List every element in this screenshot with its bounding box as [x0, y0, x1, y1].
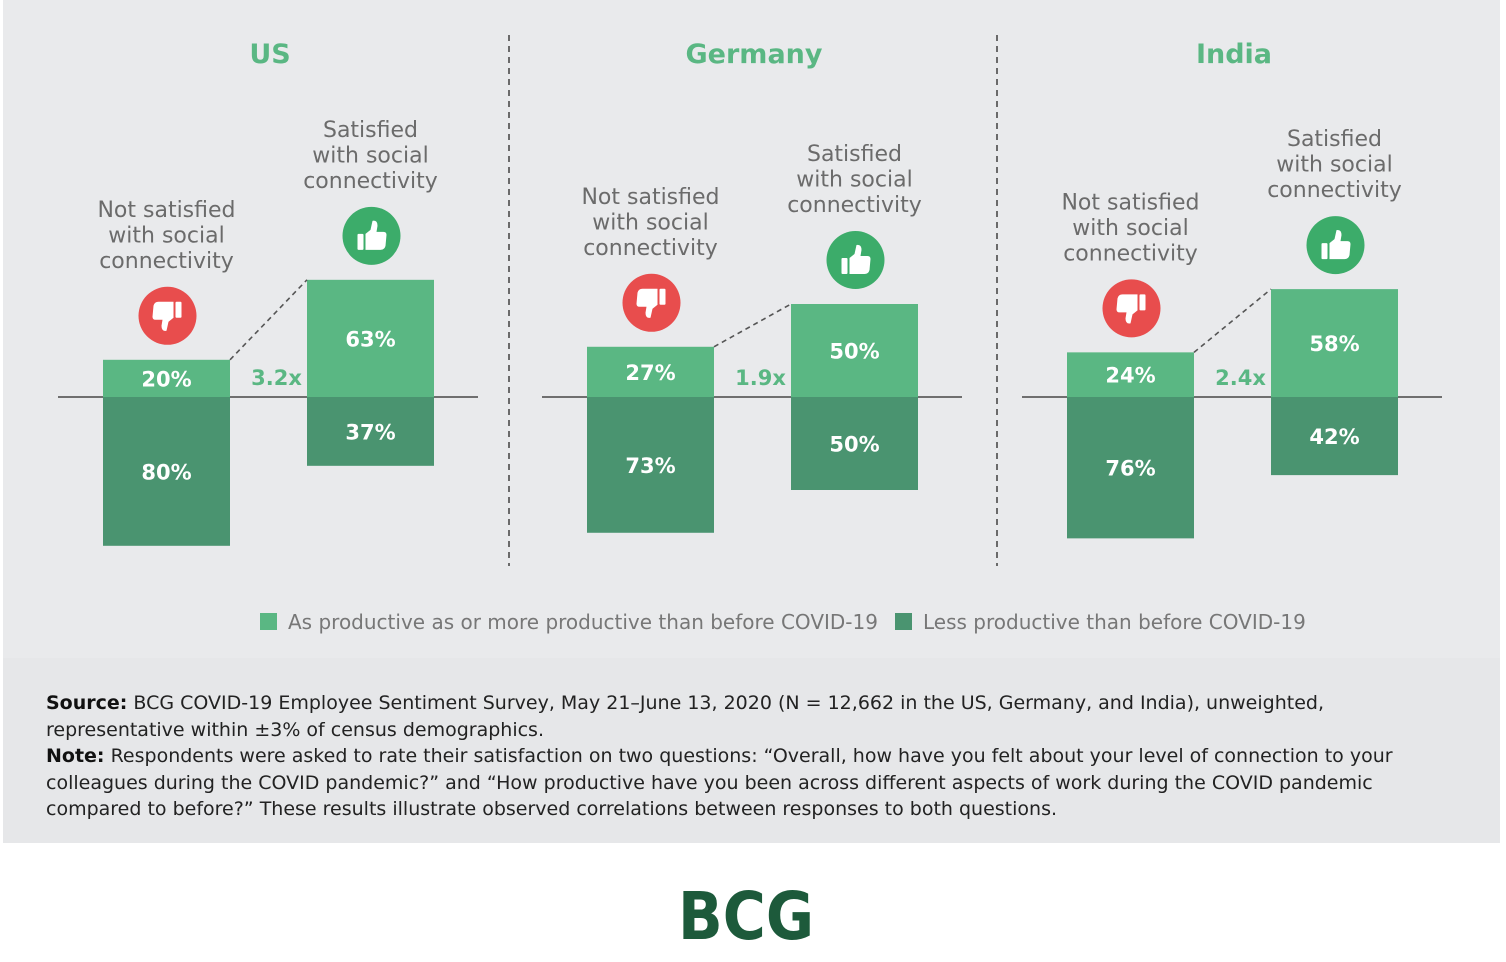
- source-notes: Source: BCG COVID-19 Employee Sentiment …: [46, 690, 1446, 823]
- group-label: with social: [1276, 153, 1392, 178]
- chart-panel: [3, 0, 1500, 658]
- source-line: Source: BCG COVID-19 Employee Sentiment …: [46, 690, 1446, 743]
- data-label-less-productive: 76%: [1105, 457, 1155, 481]
- thumbs-down-icon: [622, 273, 681, 332]
- group-label: with social: [1072, 216, 1188, 241]
- group-label: Satisfied: [1287, 127, 1382, 152]
- source-text: BCG COVID-19 Employee Sentiment Survey, …: [46, 692, 1324, 741]
- group-label: connectivity: [787, 193, 922, 218]
- data-label-less-productive: 37%: [345, 420, 395, 444]
- bar-productive: [1067, 352, 1194, 397]
- data-label-productive: 58%: [1309, 332, 1359, 356]
- group-label: connectivity: [303, 169, 438, 194]
- thumbs-up-icon: [826, 231, 885, 289]
- legend-label: As productive as or more productive than…: [288, 610, 878, 634]
- thumbs-down-icon: [1102, 279, 1161, 338]
- group-label: connectivity: [99, 249, 234, 274]
- group-label: with social: [796, 168, 912, 193]
- bcg-logo: BCG: [678, 884, 814, 944]
- bar-less-productive: [587, 397, 714, 533]
- note-label: Note:: [46, 745, 105, 767]
- bar-productive: [791, 304, 918, 397]
- bar-productive: [587, 346, 714, 397]
- data-label-productive: 63%: [345, 327, 395, 351]
- thumbs-up-icon: [342, 206, 401, 265]
- multiplier-label: 2.4x: [1215, 366, 1266, 390]
- data-label-less-productive: 42%: [1309, 425, 1359, 449]
- notes-panel: [3, 658, 1500, 843]
- source-label: Source:: [46, 692, 128, 714]
- data-label-less-productive: 80%: [141, 460, 191, 484]
- group-label: Not satisfied: [581, 185, 719, 210]
- note-text: Respondents were asked to rate their sat…: [46, 745, 1393, 820]
- bar-less-productive: [307, 397, 434, 466]
- panel-title: US: [249, 39, 290, 70]
- bar-productive: [103, 359, 230, 397]
- bar-productive: [1271, 289, 1398, 397]
- group-label: connectivity: [1267, 178, 1402, 203]
- bar-less-productive: [791, 397, 918, 490]
- multiplier-label: 3.2x: [251, 366, 302, 390]
- legend-swatch: [260, 613, 277, 630]
- thumbs-up-icon: [1306, 216, 1365, 275]
- multiplier-label: 1.9x: [735, 366, 786, 390]
- group-label: Not satisfied: [97, 198, 235, 223]
- thumbs-down-icon: [138, 286, 197, 345]
- panel-title: India: [1196, 39, 1272, 70]
- bar-less-productive: [1271, 397, 1398, 476]
- group-label: with social: [108, 223, 224, 248]
- bcg-logo-text: BCG: [678, 884, 814, 944]
- note-line: Note: Respondents were asked to rate the…: [46, 743, 1446, 823]
- group-label: connectivity: [583, 236, 718, 261]
- connector-line: [713, 303, 792, 348]
- group-label: Satisfied: [807, 142, 902, 167]
- data-label-less-productive: 73%: [625, 454, 675, 478]
- data-label-less-productive: 50%: [829, 433, 879, 457]
- bar-productive: [307, 279, 434, 397]
- legend-swatch: [895, 613, 912, 630]
- group-label: with social: [312, 143, 428, 168]
- connector-line: [1193, 288, 1272, 353]
- connector-line: [229, 279, 308, 361]
- data-label-productive: 24%: [1105, 364, 1155, 388]
- bar-less-productive: [103, 397, 230, 546]
- bar-less-productive: [1067, 397, 1194, 539]
- data-label-productive: 20%: [141, 367, 191, 391]
- group-label: with social: [592, 210, 708, 235]
- group-label: connectivity: [1063, 241, 1198, 266]
- data-label-productive: 50%: [829, 340, 879, 364]
- group-label: Not satisfied: [1061, 190, 1199, 215]
- panel-title: Germany: [686, 39, 823, 70]
- group-label: Satisfied: [323, 118, 418, 143]
- data-label-productive: 27%: [625, 361, 675, 385]
- legend-label: Less productive than before COVID-19: [923, 610, 1306, 634]
